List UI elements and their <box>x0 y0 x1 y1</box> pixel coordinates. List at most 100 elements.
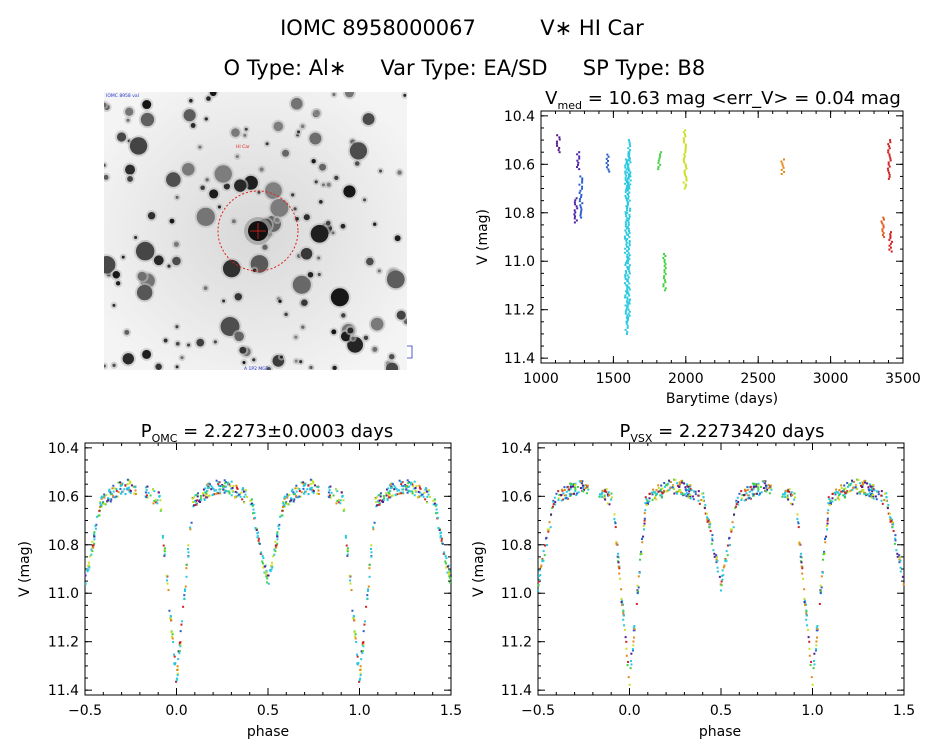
lightcurve-point-s9 <box>886 167 889 170</box>
phase_vsx-point <box>827 496 830 499</box>
lightcurve-point-s6 <box>684 165 687 168</box>
phase_vsx-point <box>628 683 631 686</box>
lightcurve-point-s6 <box>684 151 687 154</box>
phase_omc-point <box>172 641 175 644</box>
phase_omc-point <box>316 492 319 495</box>
lightcurve-point-s4 <box>628 244 631 247</box>
phase_omc-point <box>231 489 234 492</box>
phase_vsx-point <box>641 538 644 541</box>
phase_vsx-xtick-label: 0.0 <box>618 703 640 719</box>
finder-star <box>222 299 226 303</box>
phase_vsx-point <box>648 500 651 503</box>
lightcurve-point-s4 <box>626 253 629 256</box>
phase_vsx-point <box>562 492 565 495</box>
finder-star <box>234 179 247 192</box>
lightcurve-point-s4 <box>628 191 631 194</box>
phase_omc-point <box>156 502 159 505</box>
finder-star <box>278 299 282 303</box>
phase_omc-point <box>419 494 422 497</box>
phase_omc-point <box>402 485 405 488</box>
phase_vsx-point <box>840 486 843 489</box>
lightcurve-point-s4 <box>626 203 629 206</box>
phase_omc-point <box>191 497 194 500</box>
lightcurve-point-s7 <box>782 166 785 169</box>
finder-star <box>155 363 162 370</box>
phase_omc-point <box>193 496 196 499</box>
lightcurve-point-s4 <box>627 173 630 176</box>
phase_omc-point <box>330 491 333 494</box>
phase_omc-point <box>379 492 382 495</box>
phase_vsx-point <box>852 487 855 490</box>
lightcurve-point-s4 <box>624 190 627 193</box>
phase_vsx-point <box>721 569 724 572</box>
phase_omc-point <box>98 509 101 512</box>
phase_omc-xtick-label: −0.5 <box>68 703 102 719</box>
phase_vsx-point <box>639 553 642 556</box>
phase_vsx-point <box>685 483 688 486</box>
phase_vsx-point <box>720 584 723 587</box>
phase_vsx-point <box>748 490 751 493</box>
phase_omc-point <box>161 534 164 537</box>
phase_vsx-point <box>743 493 746 496</box>
phase_vsx-point <box>872 497 875 500</box>
phase_omc-point <box>396 493 399 496</box>
lightcurve-point-s6 <box>684 175 687 178</box>
lightcurve-point-s4 <box>623 237 626 240</box>
finder-star <box>122 353 134 365</box>
phase_omc-point <box>244 490 247 493</box>
phase_omc-point <box>302 484 305 487</box>
finder-star-halo <box>104 362 108 370</box>
phase_vsx-point <box>624 636 627 639</box>
phase_omc-point <box>335 502 338 505</box>
phase_vsx-point <box>565 496 568 499</box>
phase_omc-point <box>292 500 295 503</box>
phase_vsx-point <box>863 479 866 482</box>
finder-star <box>234 331 244 342</box>
phase_omc-point <box>407 489 410 492</box>
phase-vsx-frame <box>537 442 905 696</box>
phase_omc-point <box>173 662 176 665</box>
phase_omc-point <box>362 643 365 646</box>
phase_omc-point <box>96 515 99 518</box>
phase_vsx-point <box>640 552 643 555</box>
phase_vsx-point <box>630 663 633 666</box>
lightcurve-point-s2 <box>574 199 577 202</box>
phase_vsx-point <box>727 537 730 540</box>
lightcurve-point-s4 <box>627 252 630 255</box>
phase_omc-point <box>223 479 226 482</box>
phase_vsx-point <box>798 542 801 545</box>
phase_vsx-point <box>868 495 871 498</box>
phase_vsx-point <box>746 494 749 497</box>
finder-star <box>363 335 369 341</box>
phase_omc-point <box>274 540 277 543</box>
phase_omc-point <box>309 487 312 490</box>
phase_omc-point <box>426 495 429 498</box>
phase_vsx-point <box>749 485 752 488</box>
phase_vsx-point <box>888 512 891 515</box>
phase_omc-point <box>293 492 296 495</box>
phase_vsx-point <box>764 480 767 483</box>
finder-star <box>243 133 247 137</box>
lightcurve-point-s4 <box>625 168 628 171</box>
phase_omc-point <box>185 563 188 566</box>
finder-star <box>394 235 401 242</box>
phase_omc-point <box>282 502 285 505</box>
phase_omc-point <box>180 620 183 623</box>
phase_vsx-point <box>834 493 837 496</box>
phase_vsx-point <box>726 554 729 557</box>
phase_vsx-point <box>673 488 676 491</box>
phase_omc-point <box>389 496 392 499</box>
phase_omc-point <box>284 502 287 505</box>
lightcurve-point-s6 <box>684 135 687 138</box>
phase_omc-point <box>275 544 278 547</box>
lightcurve-point-s4 <box>629 183 632 186</box>
phase_vsx-point <box>676 482 679 485</box>
lightcurve-point-s3 <box>579 175 582 178</box>
phase_vsx-point <box>880 494 883 497</box>
lightcurve-point-s4 <box>626 296 629 299</box>
phase_omc-point <box>278 523 281 526</box>
lightcurve-point-s9 <box>887 161 890 164</box>
phase_omc-point <box>411 492 414 495</box>
lightcurve-point-s4 <box>628 294 631 297</box>
phase_vsx-point <box>892 521 895 524</box>
